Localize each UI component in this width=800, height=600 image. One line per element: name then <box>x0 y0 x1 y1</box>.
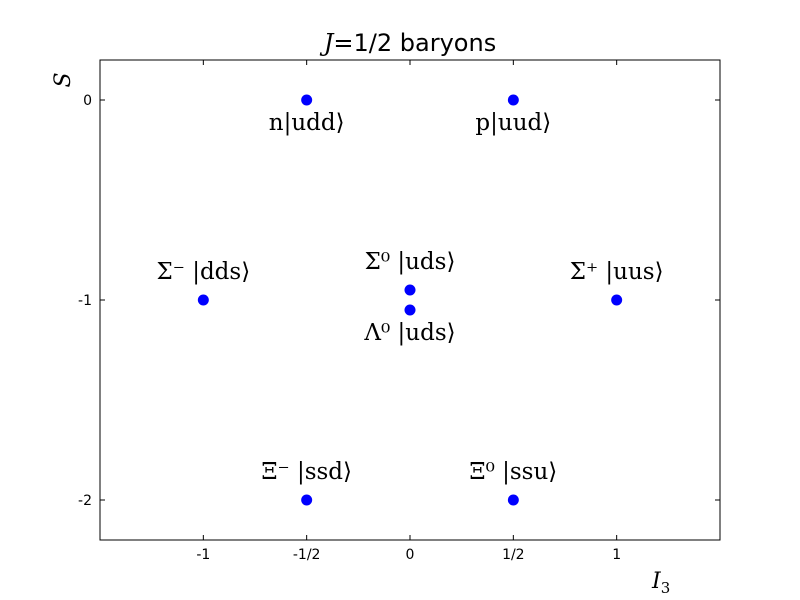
y-tick-label: -1 <box>78 293 92 309</box>
x-tick-label: 1/2 <box>502 547 525 563</box>
data-point <box>507 94 519 106</box>
point-label: Ξ⁰ |ssu⟩ <box>469 459 557 485</box>
point-label: n|udd⟩ <box>269 110 345 136</box>
y-axis-label: S <box>51 72 76 87</box>
point-label: p|uud⟩ <box>475 110 551 136</box>
y-tick-label: -2 <box>78 493 92 509</box>
data-point <box>301 494 313 506</box>
plot-frame <box>99 59 721 541</box>
data-point <box>301 94 313 106</box>
x-axis-label: I3 <box>651 569 670 597</box>
point-label: Σ⁻ |dds⟩ <box>156 259 250 285</box>
point-label: Λ⁰ |uds⟩ <box>363 320 455 346</box>
point-label: Σ⁺ |uus⟩ <box>570 259 664 285</box>
x-tick-label: -1 <box>196 547 210 563</box>
data-point <box>404 284 416 296</box>
data-point <box>197 294 209 306</box>
x-tick-label: 0 <box>406 547 415 563</box>
chart-title: J=1/2 baryons <box>319 29 496 57</box>
x-tick-label: -1/2 <box>293 547 321 563</box>
axis-ticks: -1 -1/2 0 1/2 1 0 -1 -2 <box>78 60 720 563</box>
point-label: Ξ⁻ |ssd⟩ <box>261 459 352 485</box>
point-label: Σ⁰ |uds⟩ <box>365 249 456 275</box>
point-labels: n|udd⟩ p|uud⟩ Σ⁻ |dds⟩ Σ⁰ |uds⟩ Λ⁰ |uds⟩ Σ⁺ |… <box>156 110 663 485</box>
y-tick-label: 0 <box>83 93 92 109</box>
data-point <box>611 294 623 306</box>
data-point <box>507 494 519 506</box>
data-point <box>404 304 416 316</box>
data-points <box>197 94 623 506</box>
x-tick-label: 1 <box>612 547 621 563</box>
